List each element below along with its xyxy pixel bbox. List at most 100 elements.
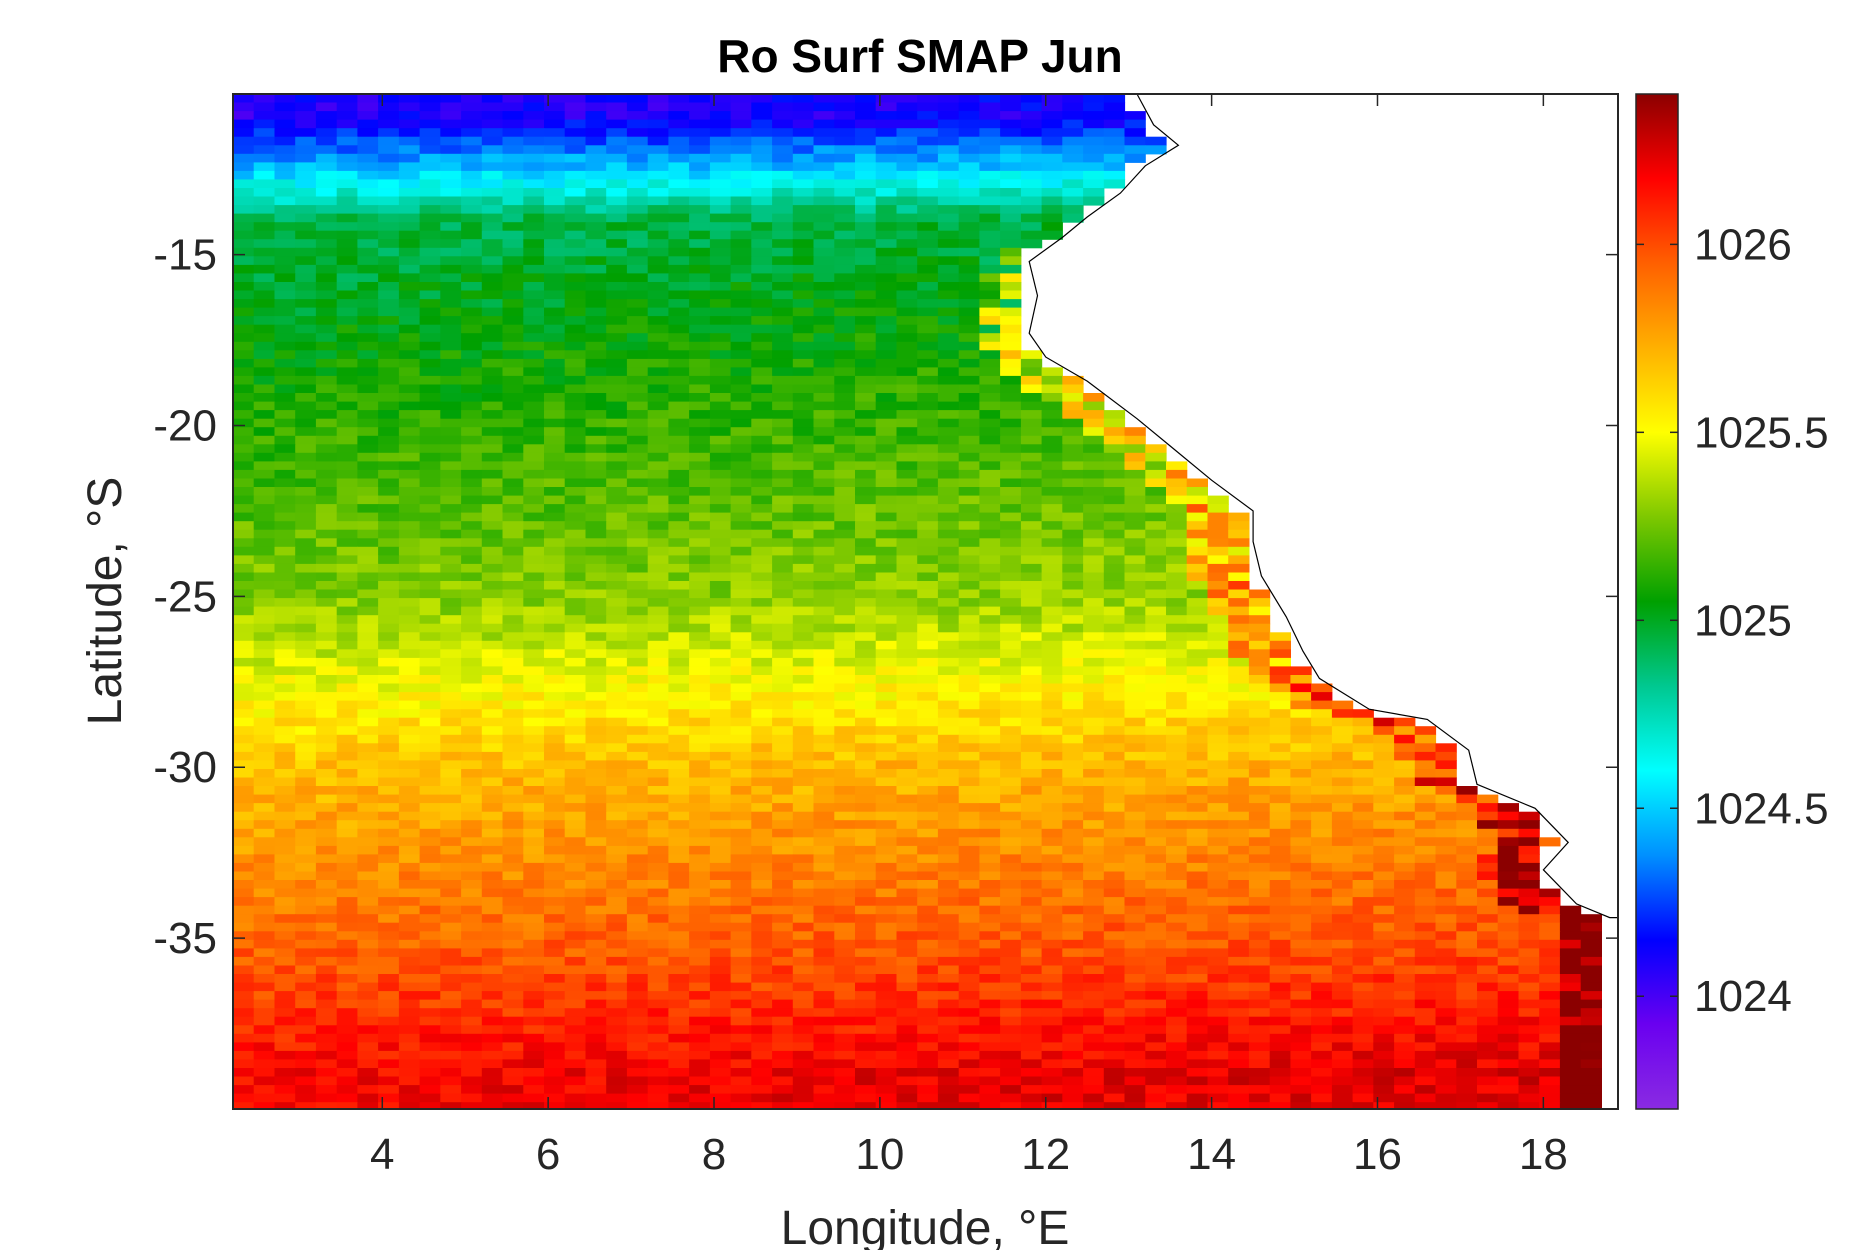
heatmap-cell xyxy=(481,862,504,872)
heatmap-cell xyxy=(253,162,275,172)
heatmap-cell xyxy=(875,153,897,163)
heatmap-cell xyxy=(668,384,690,394)
heatmap-cell xyxy=(896,794,918,804)
heatmap-cell xyxy=(958,478,980,488)
heatmap-cell xyxy=(336,777,358,787)
heatmap-cell xyxy=(958,367,980,377)
heatmap-cell xyxy=(523,581,545,591)
heatmap-cell xyxy=(1311,845,1333,855)
heatmap-cell xyxy=(1456,922,1478,932)
heatmap-cell xyxy=(564,615,586,625)
heatmap-cell xyxy=(958,162,980,172)
heatmap-cell xyxy=(1062,623,1084,633)
heatmap-cell xyxy=(647,145,669,155)
heatmap-cell xyxy=(606,606,628,616)
heatmap-cell xyxy=(813,512,835,522)
heatmap-cell xyxy=(917,666,939,676)
heatmap-cell xyxy=(585,239,607,249)
heatmap-cell xyxy=(1124,948,1146,958)
heatmap-cell xyxy=(606,615,628,625)
heatmap-cell xyxy=(896,179,918,189)
heatmap-cell xyxy=(523,854,545,864)
heatmap-cell xyxy=(461,222,483,232)
heatmap-cell xyxy=(606,675,628,685)
heatmap-cell xyxy=(730,145,752,155)
heatmap-cell xyxy=(315,282,338,292)
heatmap-cell xyxy=(626,179,649,189)
heatmap-cell xyxy=(1477,845,1499,855)
heatmap-cell xyxy=(1083,828,1105,838)
heatmap-cell xyxy=(233,675,255,685)
heatmap-cell xyxy=(1456,939,1478,949)
heatmap-cell xyxy=(336,598,358,608)
heatmap-cell xyxy=(502,512,524,522)
heatmap-cell xyxy=(295,922,317,932)
heatmap-cell xyxy=(315,931,338,941)
heatmap-cell xyxy=(937,717,960,727)
heatmap-cell xyxy=(958,145,980,155)
heatmap-cell xyxy=(896,666,918,676)
heatmap-cell xyxy=(1083,803,1105,813)
heatmap-cell xyxy=(378,931,400,941)
heatmap-cell xyxy=(544,845,566,855)
heatmap-cell xyxy=(730,606,752,616)
heatmap-cell xyxy=(585,341,607,351)
heatmap-cell xyxy=(668,427,690,437)
heatmap-cell xyxy=(502,862,524,872)
heatmap-cell xyxy=(1166,700,1188,710)
heatmap-cell xyxy=(875,282,897,292)
heatmap-cell xyxy=(1083,657,1105,667)
heatmap-cell xyxy=(440,469,462,479)
heatmap-cell xyxy=(1041,615,1063,625)
heatmap-cell xyxy=(585,188,607,198)
heatmap-cell xyxy=(896,555,918,565)
heatmap-cell xyxy=(937,615,960,625)
heatmap-cell xyxy=(398,769,421,779)
heatmap-cell xyxy=(336,188,358,198)
heatmap-cell xyxy=(1124,572,1146,582)
heatmap-cell xyxy=(1145,922,1167,932)
heatmap-cell xyxy=(1477,837,1499,847)
heatmap-cell xyxy=(1228,598,1250,608)
heatmap-cell xyxy=(440,657,462,667)
heatmap-cell xyxy=(585,401,607,411)
heatmap-cell xyxy=(689,589,711,599)
heatmap-cell xyxy=(1000,512,1022,522)
heatmap-cell xyxy=(730,273,752,283)
heatmap-cell xyxy=(398,418,421,428)
heatmap-cell xyxy=(1083,418,1105,428)
heatmap-cell xyxy=(233,521,255,531)
heatmap-cell xyxy=(1020,196,1043,206)
heatmap-cell xyxy=(1186,837,1208,847)
heatmap-cell xyxy=(937,487,960,497)
heatmap-cell xyxy=(668,401,690,411)
heatmap-cell xyxy=(709,307,732,317)
heatmap-cell xyxy=(917,170,939,180)
heatmap-cell xyxy=(626,316,649,326)
heatmap-cell xyxy=(668,734,690,744)
heatmap-cell xyxy=(1248,734,1271,744)
heatmap-cell xyxy=(647,888,669,898)
heatmap-cell xyxy=(1228,538,1250,548)
heatmap-cell xyxy=(336,461,358,471)
heatmap-cell xyxy=(1352,837,1374,847)
heatmap-cell xyxy=(1311,820,1333,830)
heatmap-cell xyxy=(585,700,607,710)
heatmap-cell xyxy=(481,469,504,479)
heatmap-cell xyxy=(772,939,794,949)
heatmap-cell xyxy=(564,512,586,522)
heatmap-cell xyxy=(1228,743,1250,753)
heatmap-cell xyxy=(896,538,918,548)
heatmap-cell xyxy=(481,683,504,693)
heatmap-cell xyxy=(357,598,379,608)
heatmap-cell xyxy=(1041,410,1063,420)
heatmap-cell xyxy=(606,709,628,719)
heatmap-cell xyxy=(1269,939,1291,949)
heatmap-cell xyxy=(772,786,794,796)
heatmap-cell xyxy=(813,307,835,317)
heatmap-cell xyxy=(626,786,649,796)
heatmap-cell xyxy=(461,948,483,958)
heatmap-cell xyxy=(564,504,586,514)
heatmap-cell xyxy=(295,188,317,198)
heatmap-cell xyxy=(233,487,255,497)
